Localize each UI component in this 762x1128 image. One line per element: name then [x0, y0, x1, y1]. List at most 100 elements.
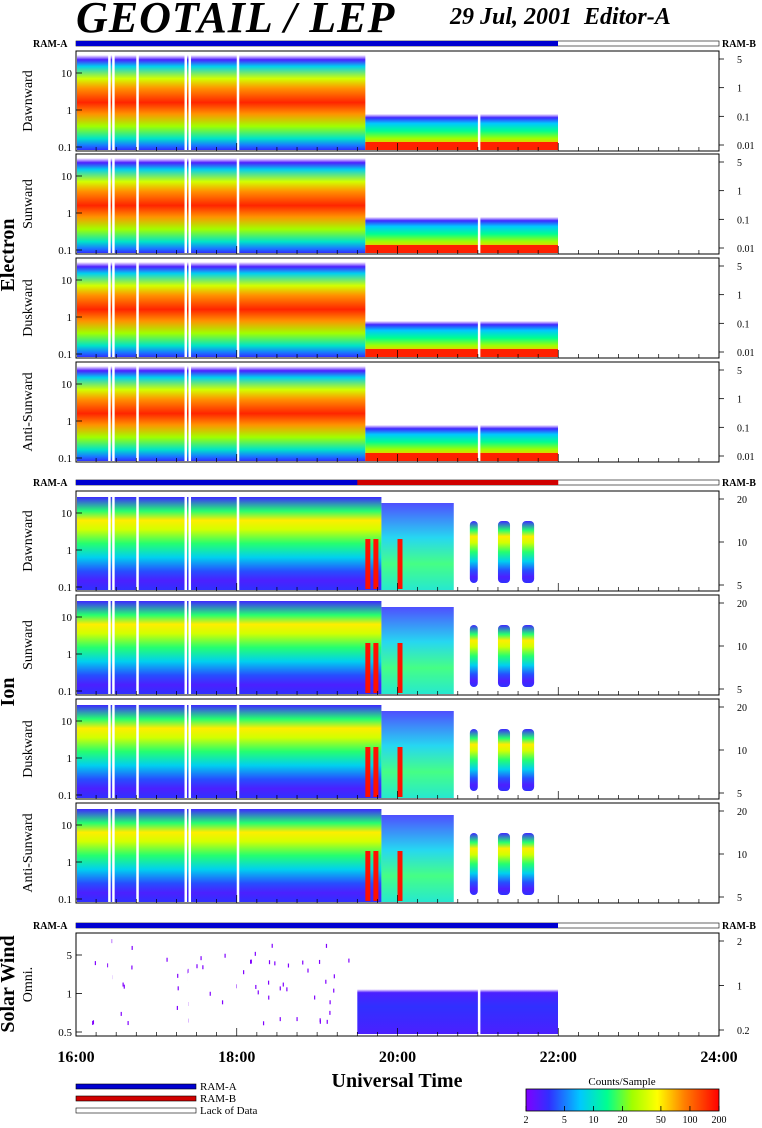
sparse-count	[325, 979, 327, 984]
y-tick-label: 1	[67, 208, 73, 220]
panel-electron-dawnward: Dawnward 10 1 0.1 5 1 0.1 0.01	[21, 50, 755, 154]
data-gap	[184, 596, 188, 694]
group-label-ion: Ion	[0, 678, 19, 707]
y2-tick-label: 5	[737, 366, 742, 377]
colorbar-tick-label: 200	[712, 1115, 727, 1126]
colorbar: Counts/Sample 2 5 10 20 50 100 200	[524, 1076, 727, 1126]
data-gap	[112, 492, 115, 590]
y2-tick-label: 0.1	[737, 112, 750, 123]
y2-tick-label: 20	[737, 599, 747, 610]
data-gap	[112, 155, 115, 253]
sparse-count	[268, 960, 271, 965]
data-gap	[108, 596, 111, 694]
spectrogram-burst	[469, 521, 478, 583]
ram-a-label: RAM-A	[33, 39, 68, 50]
sparse-count	[131, 945, 133, 950]
high-flux-band	[373, 643, 379, 693]
sparse-count	[200, 956, 202, 961]
data-gap	[188, 259, 192, 357]
sparse-count	[107, 963, 109, 968]
spectrogram-active	[77, 809, 382, 902]
y-tick-label: 1	[67, 545, 73, 557]
y-tick-label: 1	[67, 649, 73, 661]
legend-item-ram-b: RAM-B	[75, 1093, 236, 1105]
ram-bar-solar-wind: RAM-A RAM-B	[33, 921, 756, 932]
y2-tick-label: 10	[737, 538, 747, 549]
data-gap	[108, 700, 111, 798]
sparse-count	[122, 982, 124, 987]
sparse-count	[274, 961, 276, 966]
spectrogram-burst	[522, 729, 535, 791]
sparse-count	[267, 980, 270, 985]
data-gap	[136, 804, 139, 902]
spectrogram-low-energy	[365, 453, 558, 461]
y2-tick-label: 1	[737, 84, 742, 95]
sparse-count	[92, 1020, 95, 1025]
high-flux-band	[365, 851, 371, 901]
sparse-count	[257, 990, 259, 995]
y2-tick-label: 1	[737, 982, 742, 993]
colorbar-tick-label: 2	[524, 1115, 529, 1126]
legend-label: Lack of Data	[200, 1105, 258, 1117]
data-gap	[188, 52, 192, 150]
y2-tick-label: 10	[737, 850, 747, 861]
data-gap	[236, 363, 240, 461]
spectrogram-active	[77, 601, 382, 694]
sparse-count	[271, 943, 273, 948]
y-tick-label: 0.1	[58, 453, 72, 465]
panel-ion-anti-sunward: Anti-Sunward 10 1 0.1 20 10 5	[21, 802, 747, 906]
data-gap	[236, 52, 240, 150]
sparse-count	[318, 959, 321, 964]
data-gap	[136, 492, 139, 590]
y-tick-label: 10	[61, 820, 73, 832]
ram-b-label: RAM-B	[722, 921, 756, 932]
panel-solar-wind-omni-: Omni. 5 1 0.5 2 1 0.2	[21, 932, 750, 1039]
sparse-count	[243, 970, 245, 975]
y2-tick-label: 0.01	[737, 244, 755, 255]
data-gap	[188, 700, 192, 798]
y2-tick-label: 2	[737, 937, 742, 948]
panel-label: Sunward	[21, 620, 36, 670]
panel-label: Sunward	[21, 179, 36, 229]
y2-tick-label: 20	[737, 495, 747, 506]
y2-tick-label: 0.01	[737, 348, 755, 359]
panel-label: Omni.	[21, 967, 36, 1002]
data-gap	[112, 700, 115, 798]
sparse-count	[302, 960, 304, 965]
colorbar-tick-label: 5	[562, 1115, 567, 1126]
data-gap	[136, 934, 139, 1035]
y2-tick-label: 0.2	[737, 1026, 750, 1037]
data-gap	[236, 259, 240, 357]
sparse-count	[329, 1010, 331, 1015]
sparse-count	[250, 959, 252, 964]
data-gap	[112, 52, 115, 150]
data-gap	[236, 804, 240, 902]
data-gap	[108, 363, 111, 461]
data-gap	[108, 804, 111, 902]
data-gap	[108, 934, 111, 1035]
ram-a-segment	[76, 923, 558, 928]
panel-label: Anti-Sunward	[21, 813, 36, 892]
data-gap	[236, 155, 240, 253]
data-gap	[477, 259, 481, 357]
legend-item-ram-a: RAM-A	[75, 1081, 237, 1093]
y-tick-label: 0.1	[58, 582, 72, 594]
data-gap	[136, 700, 139, 798]
data-gap	[184, 700, 188, 798]
y-tick-label: 1	[67, 989, 73, 1001]
ram-b-label: RAM-B	[722, 478, 756, 489]
y2-tick-label: 20	[737, 807, 747, 818]
y2-tick-label: 0.1	[737, 215, 750, 226]
high-flux-band	[397, 747, 403, 797]
ram-bar-ion: RAM-A RAM-B	[33, 478, 756, 489]
spectrogram-tail	[381, 815, 454, 902]
sparse-count	[307, 968, 309, 973]
y-tick-label: 10	[61, 508, 73, 520]
data-gap	[184, 492, 188, 590]
sparse-count	[202, 965, 204, 970]
data-gap	[188, 492, 192, 590]
y2-tick-label: 5	[737, 262, 742, 273]
data-gap	[477, 804, 481, 902]
spectrogram-tail	[381, 711, 454, 798]
colorbar-tick-label: 10	[588, 1115, 598, 1126]
